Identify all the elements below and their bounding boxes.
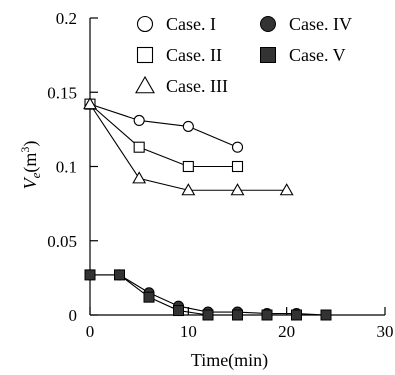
legend-item: Case. II [136, 45, 222, 65]
filled-square-marker [232, 309, 243, 321]
legend-item: Case. I [136, 14, 216, 34]
filled-square-marker [143, 291, 155, 303]
x-tick-label: 0 [86, 322, 95, 341]
series [83, 97, 332, 321]
y-axis-title-subscript: e [28, 172, 43, 178]
filled-square-marker [261, 309, 273, 321]
filled-circle-marker [260, 16, 276, 32]
filled-square-marker [84, 269, 96, 281]
y-axis-title-close: ) [20, 141, 41, 147]
y-tick-label: 0 [69, 306, 78, 325]
triangle-marker [181, 183, 196, 196]
y-tick-label: 0.15 [47, 83, 77, 102]
triangle-marker [279, 183, 294, 196]
triangle-marker [132, 171, 147, 184]
circle-marker [231, 141, 244, 153]
filled-square-marker [114, 269, 125, 281]
series-3 [83, 97, 294, 196]
series-line [89, 103, 287, 191]
square-marker [182, 160, 194, 173]
ticks: 0 0.05 0.1 0.15 0.2 0 10 20 30 [47, 9, 393, 341]
x-tick-label: 10 [180, 322, 197, 341]
y-axis-title-main: V [20, 176, 40, 189]
square-marker [133, 141, 145, 153]
y-tick-label: 0.05 [47, 232, 77, 251]
triangle-marker [135, 75, 155, 94]
series-1 [84, 98, 244, 153]
legend-label: Case. V [289, 45, 346, 65]
legend-item: Case. IV [260, 14, 352, 34]
square-marker [231, 160, 244, 173]
series-5 [84, 269, 332, 321]
x-tick-label: 20 [278, 322, 295, 341]
legend-label: Case. IV [289, 14, 352, 34]
y-axis-title-exponent: 3 [18, 147, 32, 153]
filled-square-marker [173, 305, 184, 317]
filled-square-marker [260, 47, 276, 63]
y-axis-title-unit: (m [20, 153, 41, 173]
series-line [89, 103, 238, 148]
legend-label: Case. I [166, 14, 216, 34]
y-axis-title: Ve(m3) [18, 141, 43, 190]
filled-square-marker [291, 309, 302, 321]
legend-label: Case. III [166, 76, 228, 96]
circle-marker [136, 15, 154, 33]
triangle-marker [83, 97, 97, 110]
legend-item: Case. III [135, 75, 228, 96]
y-tick-label: 0.2 [56, 9, 77, 28]
x-axis-title: Time(min) [191, 350, 268, 371]
y-tick-label: 0.1 [56, 158, 77, 177]
circle-marker [133, 114, 145, 127]
x-tick-label: 30 [377, 322, 394, 341]
filled-square-marker [202, 309, 214, 321]
triangle-marker [230, 183, 245, 196]
legend: Case. I Case. II Case. III Case. IV Case. V [135, 14, 352, 96]
legend-item: Case. V [260, 45, 346, 65]
square-marker [136, 46, 154, 64]
series-line [89, 103, 238, 168]
filled-square-marker [320, 309, 332, 321]
circle-marker [182, 120, 194, 132]
legend-label: Case. II [166, 45, 222, 65]
